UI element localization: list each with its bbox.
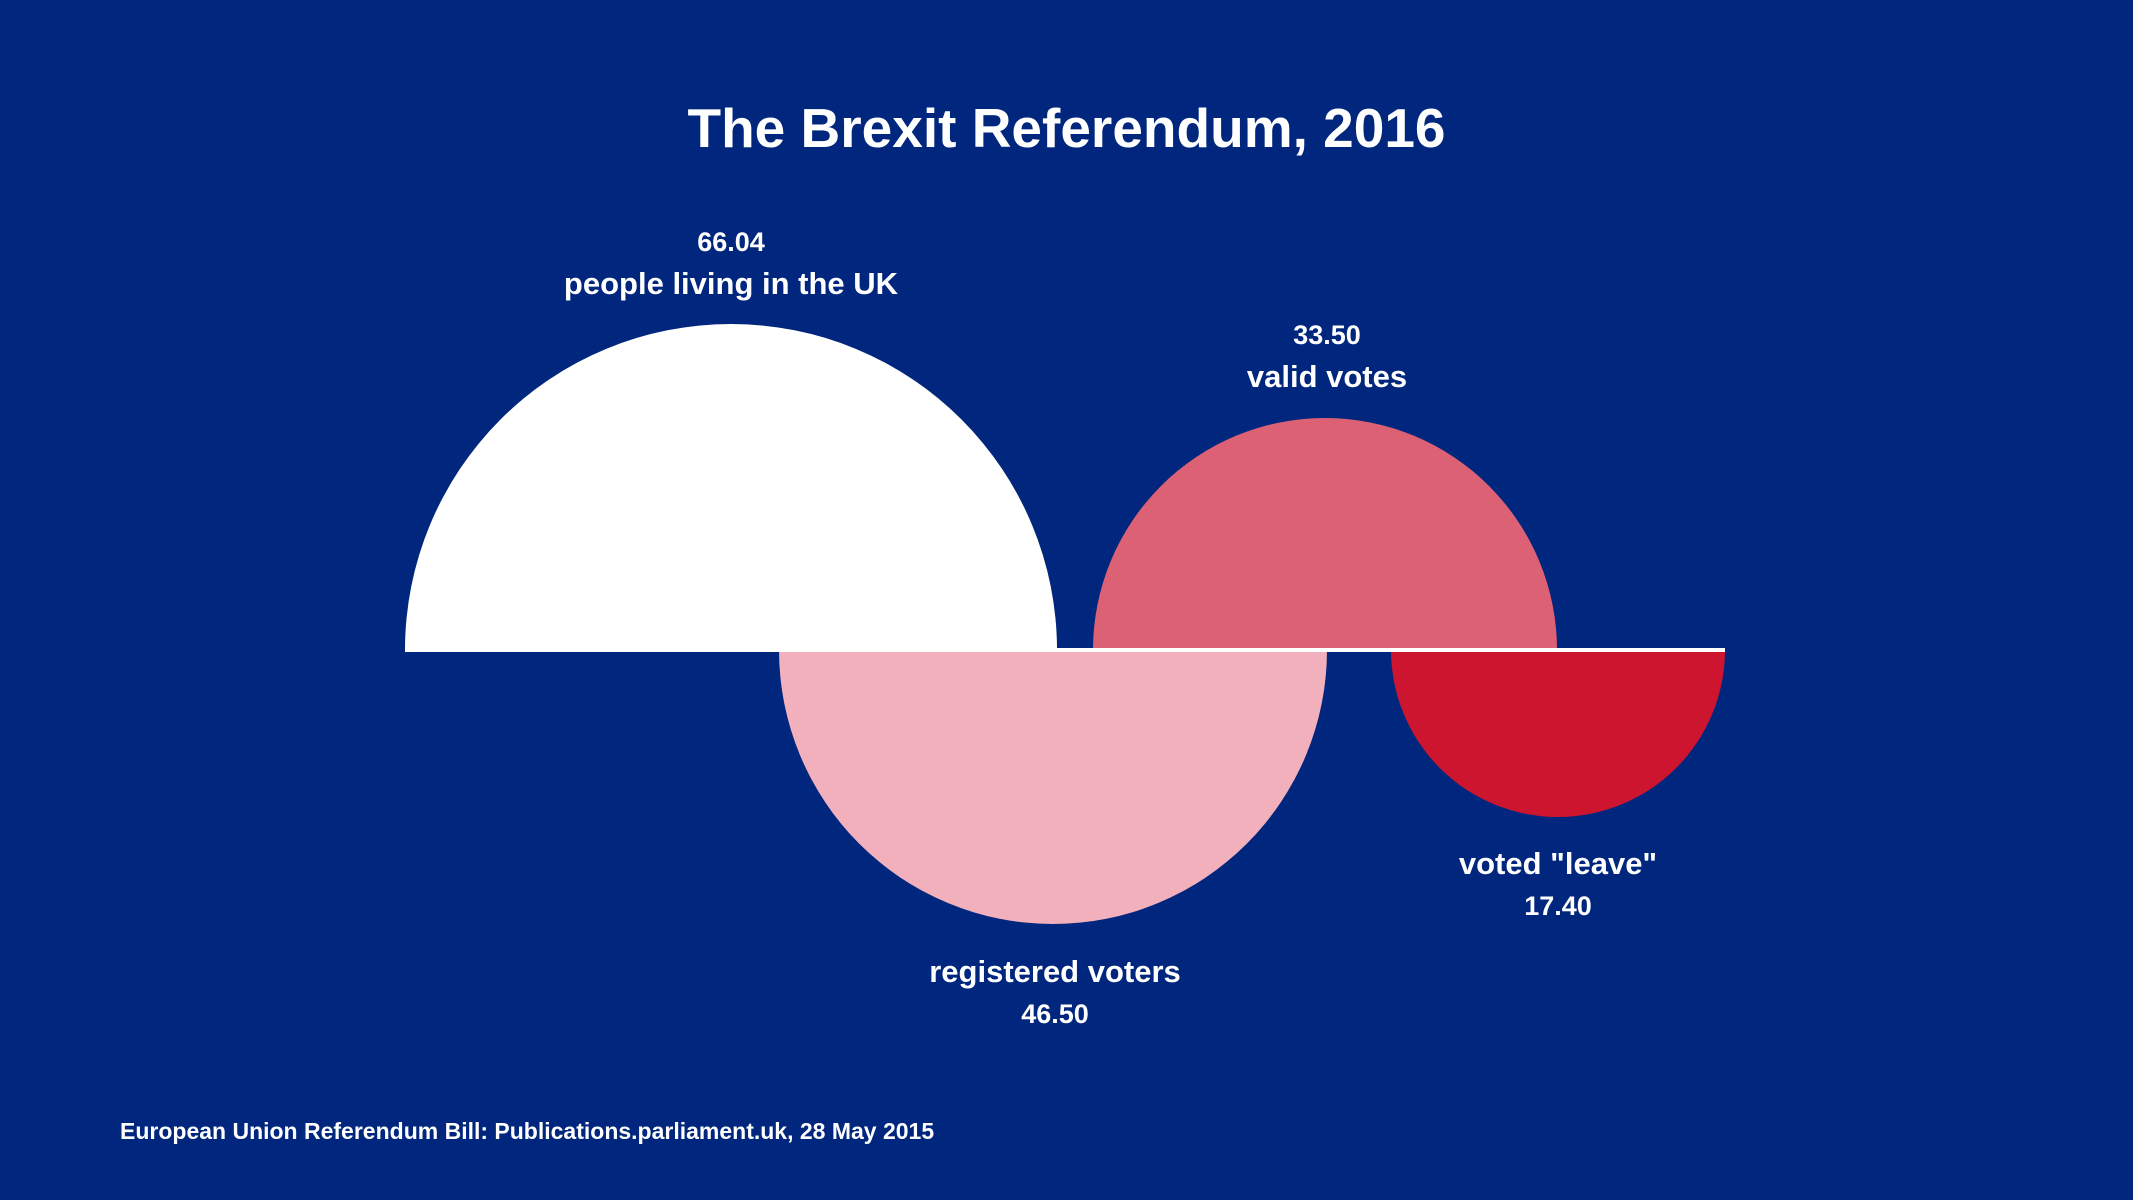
semicircle-voted-leave xyxy=(1391,650,1725,817)
name-voted-leave: voted "leave" xyxy=(1458,846,1658,881)
value-valid-votes: 33.50 xyxy=(1293,320,1361,350)
label-registered-voters: registered voters 46.50 xyxy=(929,950,1181,1034)
chart-title: The Brexit Referendum, 2016 xyxy=(687,97,1446,159)
value-voted-leave: 17.40 xyxy=(1524,891,1592,921)
name-valid-votes: valid votes xyxy=(1246,359,1408,394)
label-people-living-in-uk: 66.04 people living in the UK xyxy=(564,222,898,306)
source-note: European Union Referendum Bill: Publicat… xyxy=(120,1118,935,1144)
semicircle-people-living-in-uk xyxy=(405,324,1057,650)
label-voted-leave: voted "leave" 17.40 xyxy=(1459,842,1657,926)
value-registered-voters: 46.50 xyxy=(1021,999,1089,1029)
label-valid-votes: 33.50 valid votes xyxy=(1247,315,1407,399)
name-registered-voters: registered voters xyxy=(929,954,1181,989)
semicircle-valid-votes xyxy=(1093,418,1557,650)
name-people-living-in-uk: people living in the UK xyxy=(563,266,899,301)
baseline-axis xyxy=(405,648,1725,652)
semicircle-registered-voters xyxy=(779,650,1327,924)
value-people-living-in-uk: 66.04 xyxy=(697,227,765,257)
